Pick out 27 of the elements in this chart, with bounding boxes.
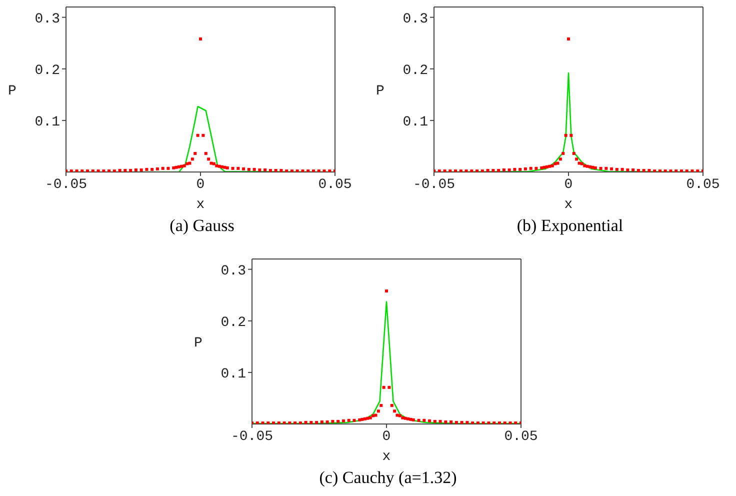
text: (a) Gauss: [168, 216, 236, 236]
text: (b) Exponential: [516, 216, 624, 236]
x-tick-label: -0.05: [412, 176, 456, 193]
x-tick-label: 0.05: [504, 428, 538, 445]
y-tick-label: 0.2: [402, 62, 428, 79]
x-axis-title: x: [564, 197, 573, 213]
y-tick-label: 0.3: [220, 263, 246, 280]
y-axis-title: P: [8, 83, 16, 100]
x-tick-label: 0.05: [686, 176, 720, 193]
x-axis-title: x: [196, 197, 205, 213]
x-tick-label: 0.05: [318, 176, 352, 193]
y-tick-label: 0.3: [402, 11, 428, 28]
x-tick-label: 0: [196, 176, 205, 193]
x-tick-label: 0: [564, 176, 573, 193]
y-tick-label: 0.2: [34, 62, 60, 79]
y-tick-label: 0.3: [34, 11, 60, 28]
x-tick-label: -0.05: [230, 428, 274, 445]
y-tick-label: 0.1: [220, 366, 246, 382]
y-tick-label: 0.2: [220, 314, 246, 331]
y-axis-title: P: [194, 335, 202, 352]
y-tick-label: 0.1: [34, 114, 60, 130]
text: (c) Cauchy (a=1.32): [318, 468, 458, 488]
x-axis-title: x: [382, 449, 391, 465]
y-axis-title: P: [376, 83, 384, 100]
x-tick-label: 0: [382, 428, 391, 445]
y-tick-label: 0.1: [402, 114, 428, 130]
x-tick-label: -0.05: [44, 176, 88, 193]
